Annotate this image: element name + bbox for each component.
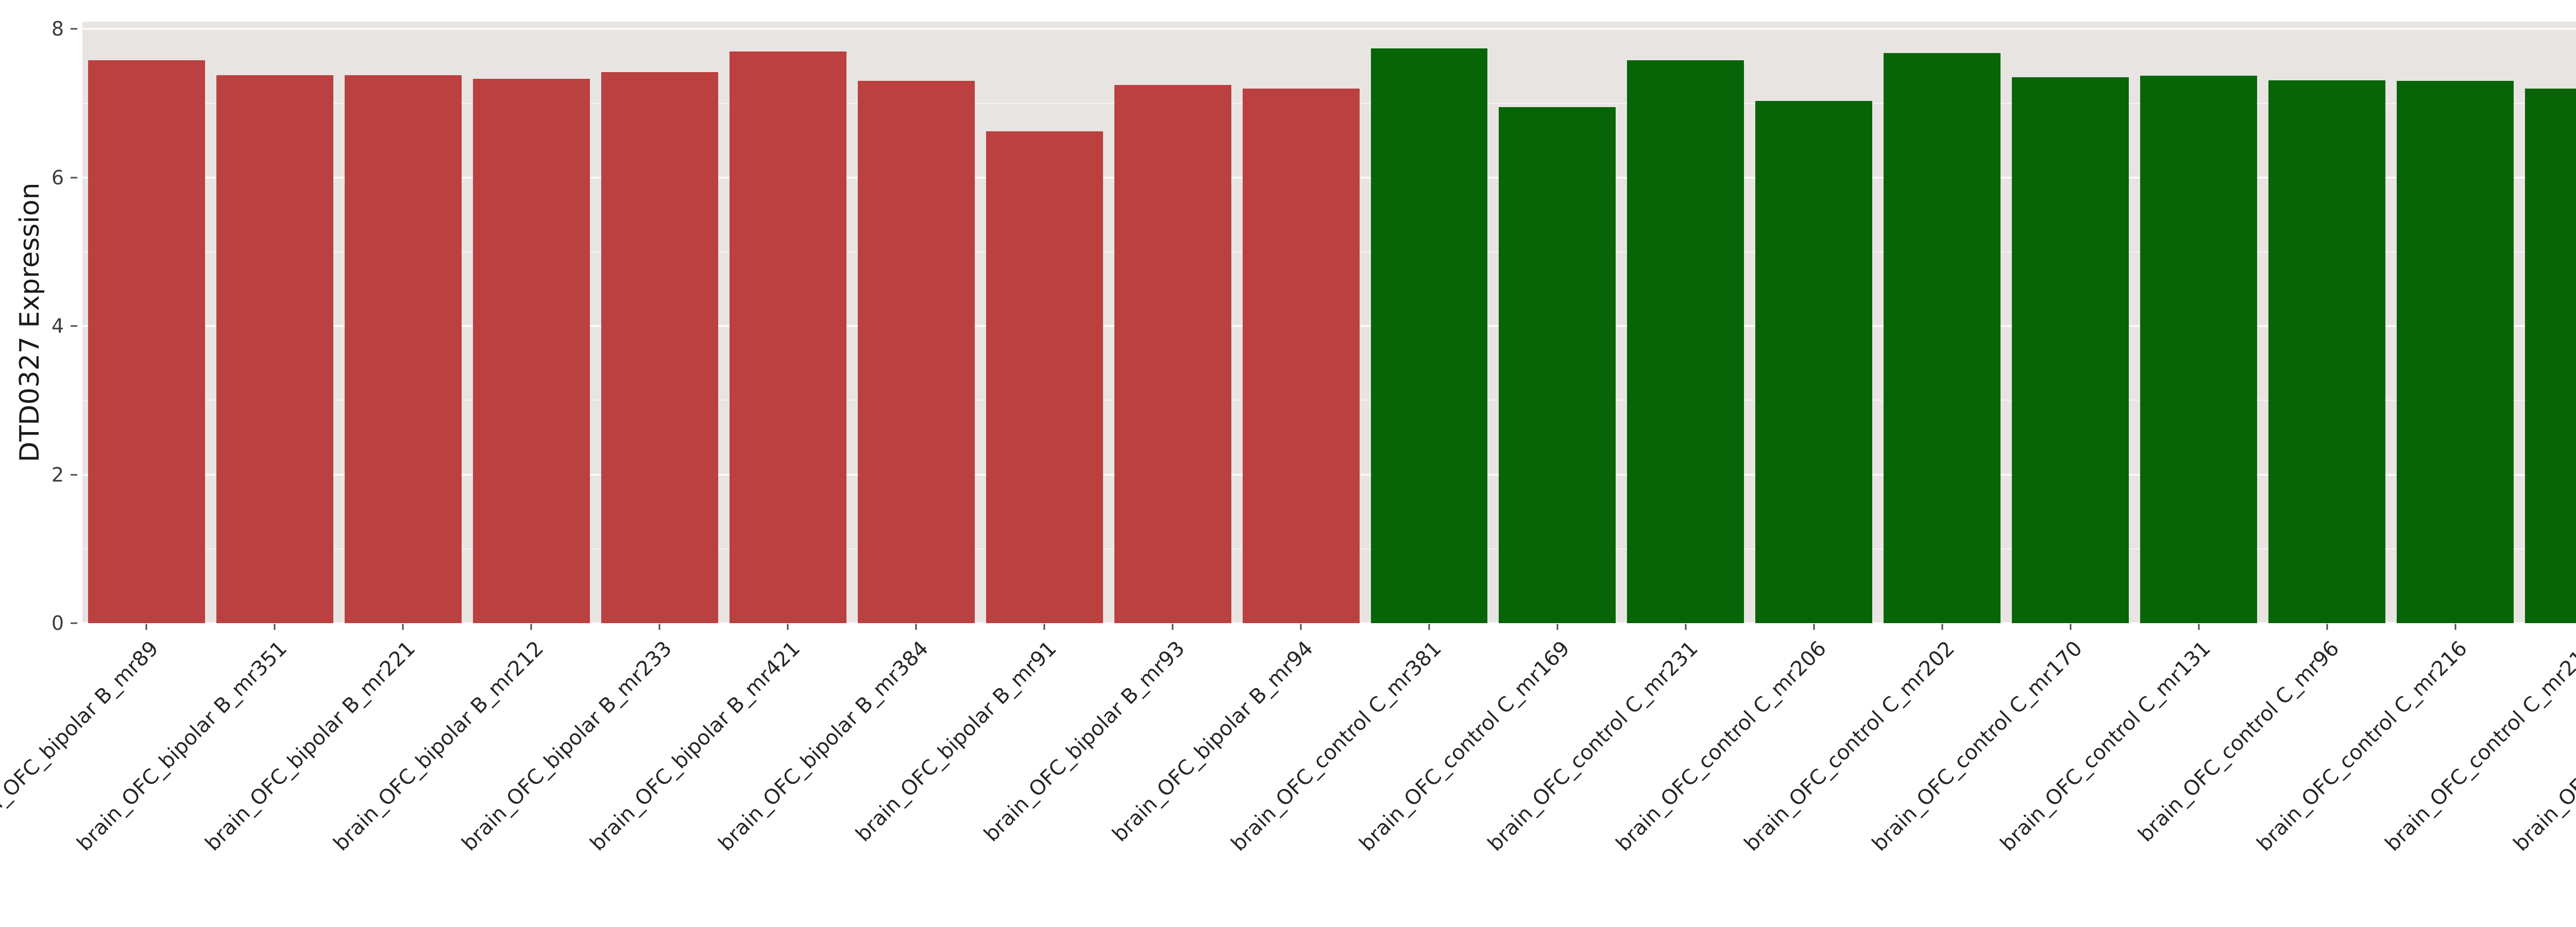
- y-tick-label: 0: [51, 612, 64, 634]
- y-tick-label: 2: [51, 463, 64, 486]
- bar: [2397, 81, 2514, 623]
- x-tick-mark: [2326, 623, 2328, 630]
- bar: [1884, 53, 2001, 623]
- x-tick-label: brain_OFC_bipolar B_mr94: [1108, 637, 1318, 847]
- x-tick-label: brain_OFC_bipolar B_mr233: [457, 637, 676, 856]
- plot-panel: [82, 22, 2576, 624]
- x-tick-label: brain_OFC_bipolar B_mr351: [72, 637, 292, 856]
- y-tick-mark: [71, 177, 77, 179]
- x-tick-label: brain_OFC_control C_mr202: [1739, 637, 1959, 856]
- x-tick-label: brain_OFC_control C_mr206: [1611, 637, 1831, 856]
- y-tick-mark: [71, 28, 77, 30]
- x-tick-label: brain_OFC_control C_mr216: [2252, 637, 2472, 856]
- bars-container: [82, 22, 2576, 623]
- major-gridline: [82, 28, 2576, 30]
- bar: [1114, 84, 1231, 623]
- bar-slot: [1750, 22, 1878, 623]
- major-gridline: [82, 622, 2576, 624]
- bar-slot: [1493, 22, 1621, 623]
- bar: [1242, 88, 1360, 623]
- y-axis: 0 2 4 6 8: [0, 18, 77, 633]
- x-tick-mark: [402, 623, 404, 630]
- bar-slot: [980, 22, 1109, 623]
- bar: [1755, 101, 1873, 623]
- bar-slot: [2519, 22, 2576, 623]
- x-tick-mark: [274, 623, 276, 630]
- x-tick-label: brain_OFC_control C_mr96: [2133, 637, 2344, 847]
- bar: [2268, 80, 2386, 623]
- bar-slot: [339, 22, 467, 623]
- x-tick-mark: [1300, 623, 1302, 630]
- x-tick-label: brain_OFC_bipolar B_mr91: [851, 637, 1061, 847]
- bar: [2140, 76, 2258, 623]
- x-tick-label: brain_OFC_control C_mr231: [1483, 637, 1703, 856]
- y-tick-label: 8: [51, 18, 64, 41]
- bar-slot: [1365, 22, 1494, 623]
- bar: [2525, 88, 2576, 623]
- bar-slot: [82, 22, 211, 623]
- bar-slot: [1237, 22, 1365, 623]
- x-tick-mark: [787, 623, 789, 630]
- bar: [2012, 77, 2129, 623]
- x-tick-mark: [1172, 623, 1174, 630]
- bar: [344, 75, 462, 623]
- x-axis-ticks: [82, 623, 2576, 630]
- x-tick-mark: [1428, 623, 1430, 630]
- x-tick-mark: [1941, 623, 1943, 630]
- bar-slot: [2134, 22, 2263, 623]
- bar-slot: [1878, 22, 2006, 623]
- x-tick-mark: [658, 623, 660, 630]
- bar-slot: [596, 22, 724, 623]
- y-tick-mark: [71, 474, 77, 476]
- x-tick-mark: [145, 623, 147, 630]
- bar: [1370, 48, 1488, 623]
- bar-slot: [1621, 22, 1750, 623]
- x-tick-mark: [1043, 623, 1045, 630]
- x-tick-label: brain_OFC_control C_mr170: [1868, 637, 2088, 856]
- y-tick-mark: [71, 622, 77, 624]
- x-tick-mark: [2070, 623, 2072, 630]
- x-tick-mark: [1685, 623, 1687, 630]
- bar-slot: [1109, 22, 1237, 623]
- y-tick-label: 4: [51, 315, 64, 338]
- x-axis-labels: brain_OFC_bipolar B_mr89 brain_OFC_bipola…: [0, 637, 2576, 925]
- bar-slot: [467, 22, 596, 623]
- x-tick-label: brain_OFC_control C_mr169: [1354, 637, 1574, 856]
- bar: [1627, 60, 1744, 623]
- x-tick-label: brain_OFC_control C_mr381: [1226, 637, 1446, 856]
- bar-slot: [2263, 22, 2391, 623]
- x-tick-mark: [915, 623, 917, 630]
- x-tick-label: brain_OFC_bipolar B_mr212: [329, 637, 548, 856]
- bar-slot: [2006, 22, 2134, 623]
- x-tick-mark: [2198, 623, 2200, 630]
- y-tick-label: 6: [51, 166, 64, 189]
- bar-slot: [724, 22, 852, 623]
- bar-slot: [852, 22, 980, 623]
- bar-slot: [2391, 22, 2519, 623]
- bar: [857, 81, 975, 623]
- bar: [472, 79, 590, 623]
- x-tick-label: brain_OFC_bipolar B_mr384: [714, 637, 933, 856]
- x-tick-label: brain_OFC_bipolar B_mr421: [585, 637, 805, 856]
- x-tick-mark: [530, 623, 532, 630]
- x-tick-mark: [1556, 623, 1558, 630]
- bar-slot: [211, 22, 339, 623]
- bar: [88, 60, 205, 623]
- x-tick-label: brain_OFC_bipolar B_mr89: [0, 637, 163, 847]
- bar: [729, 51, 846, 623]
- bar: [986, 131, 1103, 623]
- x-tick-label: brain_OFC_control C_mr131: [1996, 637, 2216, 856]
- x-tick-mark: [1813, 623, 1815, 630]
- x-tick-label: brain_OFC_bipolar B_mr221: [200, 637, 420, 856]
- x-tick-mark: [2454, 623, 2456, 630]
- bar: [601, 72, 718, 623]
- x-tick-label: brain_OFC_bipolar B_mr93: [979, 637, 1190, 847]
- bar: [216, 75, 333, 623]
- y-tick-mark: [71, 325, 77, 327]
- bar: [1499, 107, 1616, 623]
